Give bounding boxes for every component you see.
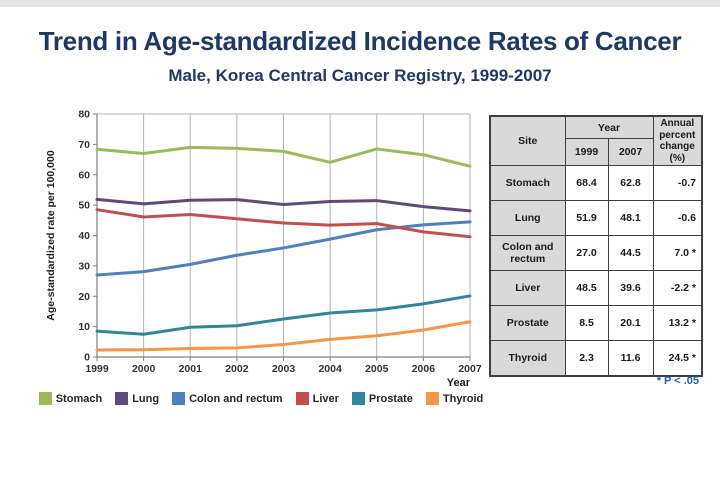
- table-cell-1999: 68.4: [564, 165, 609, 201]
- table-cell-2007: 48.1: [607, 200, 654, 236]
- table-cell-1999: 2.3: [564, 340, 609, 376]
- table-header-site: Site: [489, 115, 566, 166]
- legend-label: Stomach: [55, 392, 103, 405]
- legend-swatch-icon: [38, 392, 52, 405]
- y-tick-label: 10: [78, 321, 90, 333]
- table-cell-1999: 8.5: [564, 305, 609, 341]
- table-cell-apc: 7.0 *: [652, 235, 703, 271]
- series-line-thyroid: [95, 320, 472, 352]
- legend-label: Lung: [132, 392, 160, 405]
- table-header-1999: 1999: [564, 138, 609, 166]
- legend-item: Stomach: [38, 392, 103, 405]
- table-cell-2007: 11.6: [607, 340, 654, 376]
- legend-label: Colon and rectum: [189, 392, 283, 405]
- x-tick-label: 2003: [272, 363, 296, 375]
- table-cell-2007: 62.8: [607, 165, 654, 201]
- legend-item: Prostate: [351, 392, 413, 405]
- table-cell-apc: -2.2 *: [652, 270, 703, 306]
- legend-item: Liver: [295, 392, 339, 405]
- series-line-colon-and-rectum: [95, 220, 472, 277]
- y-tick-label: 70: [78, 139, 90, 151]
- table-header-2007: 2007: [607, 138, 654, 166]
- table-cell-site: Lung: [489, 200, 566, 236]
- legend-item: Lung: [115, 392, 159, 405]
- pvalue-footnote: * P < .05: [656, 375, 699, 387]
- x-axis-title: Year: [447, 377, 471, 389]
- table-cell-apc: -0.6: [652, 200, 703, 236]
- table-cell-2007: 20.1: [607, 305, 654, 341]
- legend-item: Thyroid: [425, 392, 484, 405]
- series-line-stomach: [95, 145, 472, 168]
- table-cell-apc: -0.7: [652, 165, 703, 201]
- table-cell-site: Colon and rectum: [489, 235, 566, 271]
- y-tick-label: 20: [78, 291, 90, 303]
- legend-label: Prostate: [368, 392, 413, 405]
- y-tick-label: 80: [78, 109, 90, 121]
- legend-swatch-icon: [172, 392, 186, 405]
- x-tick-label: 2004: [318, 363, 342, 375]
- series-line-prostate: [95, 294, 472, 336]
- y-tick-label: 0: [84, 352, 90, 364]
- table-header-apc: Annual percent change (%): [652, 115, 703, 166]
- table-row: Thyroid 2.3 11.6 24.5 *: [489, 340, 703, 376]
- legend-swatch-icon: [425, 392, 439, 405]
- legend-swatch-icon: [115, 392, 129, 405]
- page-subtitle: Male, Korea Central Cancer Registry, 199…: [168, 66, 552, 85]
- cancer-table-body: Stomach 68.4 62.8 -0.7 Lung 51.9 48.1 -0.6 Colon…: [489, 165, 703, 376]
- x-tick-label: 2002: [225, 363, 249, 375]
- table-header-year: Year: [564, 115, 654, 140]
- x-tick-label: 1999: [85, 363, 109, 375]
- y-tick-label: 50: [78, 200, 90, 212]
- table-row: Lung 51.9 48.1 -0.6: [489, 200, 703, 236]
- line-chart: 0 10 20 30 40 50 60 70 80 1999 2000 2001 2002 2003 200…: [40, 106, 495, 406]
- table-cell-site: Thyroid: [489, 340, 566, 376]
- table-row: Colon and rectum 27.0 44.5 7.0 *: [489, 235, 703, 271]
- table-cell-1999: 51.9: [564, 200, 609, 236]
- x-tick-label: 2007: [458, 363, 482, 375]
- table-cell-apc: 24.5 *: [652, 340, 703, 376]
- table-cell-site: Liver: [489, 270, 566, 306]
- table-cell-1999: 48.5: [564, 270, 609, 306]
- legend-label: Thyroid: [442, 392, 484, 405]
- legend-item: Colon and rectum: [172, 392, 283, 405]
- y-axis-title: Age-standardized rate per 100,000: [45, 150, 57, 321]
- x-tick-label: 2001: [179, 363, 203, 375]
- incidence-table: Site Year Annual percent change (%) 1999…: [489, 115, 704, 377]
- top-border-strip: [0, 0, 720, 7]
- y-tick-label: 30: [78, 260, 90, 272]
- legend-swatch-icon: [351, 392, 365, 405]
- x-tick-label: 2000: [132, 363, 156, 375]
- table-cell-apc: 13.2 *: [652, 305, 703, 341]
- line-chart-svg: 0 10 20 30 40 50 60 70 80 1999 2000 2001 2002 2003 200…: [45, 109, 482, 390]
- y-tick-label: 60: [78, 169, 90, 181]
- table-cell-site: Prostate: [489, 305, 566, 341]
- table-row: Prostate 8.5 20.1 13.2 *: [489, 305, 703, 341]
- chart-legend: Stomach Lung Colon and rectum Liver Prostate…: [30, 392, 492, 405]
- legend-label: Liver: [312, 392, 339, 405]
- legend-swatch-icon: [295, 392, 309, 405]
- table-cell-2007: 44.5: [607, 235, 654, 271]
- table-cell-1999: 27.0: [564, 235, 609, 271]
- table-cell-site: Stomach: [489, 165, 566, 201]
- x-tick-label: 2006: [412, 363, 436, 375]
- series-line-liver: [95, 208, 472, 239]
- table-row: Stomach 68.4 62.8 -0.7: [489, 165, 703, 201]
- page-title: Trend in Age-standardized Incidence Rate…: [38, 26, 682, 56]
- table-row: Liver 48.5 39.6 -2.2 *: [489, 270, 703, 306]
- y-tick-label: 40: [78, 230, 90, 242]
- series-line-lung: [95, 197, 472, 213]
- x-tick-label: 2005: [365, 363, 389, 375]
- table-cell-2007: 39.6: [607, 270, 654, 306]
